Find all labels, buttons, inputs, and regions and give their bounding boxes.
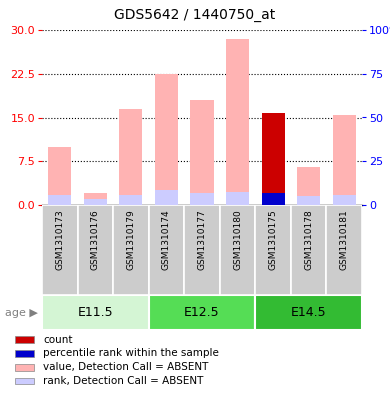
- Bar: [155, 190, 178, 205]
- Bar: [297, 196, 320, 205]
- Text: GSM1310177: GSM1310177: [197, 209, 206, 270]
- Bar: [262, 113, 285, 205]
- Bar: [184, 205, 220, 295]
- Text: value, Detection Call = ABSENT: value, Detection Call = ABSENT: [43, 362, 209, 372]
- Bar: [226, 39, 249, 205]
- Bar: [15, 350, 34, 357]
- Bar: [48, 147, 71, 205]
- Text: GSM1310181: GSM1310181: [340, 209, 349, 270]
- Text: GSM1310174: GSM1310174: [162, 209, 171, 270]
- Text: age ▶: age ▶: [5, 307, 38, 318]
- Text: GSM1310178: GSM1310178: [304, 209, 313, 270]
- Bar: [326, 205, 362, 295]
- Text: count: count: [43, 335, 73, 345]
- Bar: [42, 205, 78, 295]
- Bar: [333, 115, 356, 205]
- Text: GSM1310175: GSM1310175: [269, 209, 278, 270]
- Bar: [78, 205, 113, 295]
- Bar: [84, 193, 107, 205]
- Bar: [42, 295, 149, 330]
- Bar: [15, 378, 34, 384]
- Bar: [333, 195, 356, 205]
- Text: percentile rank within the sample: percentile rank within the sample: [43, 349, 219, 358]
- Bar: [15, 336, 34, 343]
- Bar: [113, 205, 149, 295]
- Bar: [149, 295, 255, 330]
- Text: GSM1310179: GSM1310179: [126, 209, 135, 270]
- Bar: [291, 205, 326, 295]
- Text: GSM1310176: GSM1310176: [91, 209, 100, 270]
- Bar: [84, 199, 107, 205]
- Bar: [255, 205, 291, 295]
- Bar: [190, 193, 214, 205]
- Bar: [48, 195, 71, 205]
- Bar: [255, 295, 362, 330]
- Bar: [149, 205, 184, 295]
- Text: GDS5642 / 1440750_at: GDS5642 / 1440750_at: [114, 8, 276, 22]
- Bar: [119, 195, 142, 205]
- Bar: [190, 100, 214, 205]
- Bar: [226, 192, 249, 205]
- Text: E12.5: E12.5: [184, 306, 220, 319]
- Text: rank, Detection Call = ABSENT: rank, Detection Call = ABSENT: [43, 376, 204, 386]
- Bar: [262, 193, 285, 205]
- Text: GSM1310173: GSM1310173: [55, 209, 64, 270]
- Bar: [119, 109, 142, 205]
- Text: E14.5: E14.5: [291, 306, 326, 319]
- Bar: [15, 364, 34, 371]
- Bar: [297, 167, 320, 205]
- Text: GSM1310180: GSM1310180: [233, 209, 242, 270]
- Bar: [220, 205, 255, 295]
- Text: E11.5: E11.5: [78, 306, 113, 319]
- Bar: [155, 74, 178, 205]
